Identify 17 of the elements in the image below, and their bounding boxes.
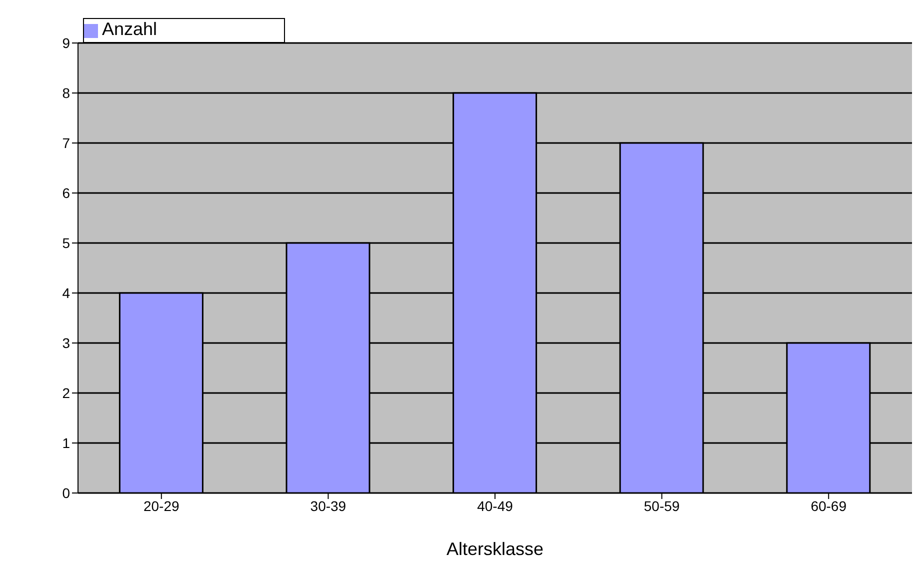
y-tick-label: 6 bbox=[62, 184, 70, 201]
y-tick-label: 2 bbox=[62, 384, 70, 401]
x-tick-label: 30-39 bbox=[310, 498, 346, 514]
x-tick-label: 60-69 bbox=[810, 498, 847, 514]
x-axis-title: Altersklasse bbox=[446, 539, 544, 559]
x-tick-label: 40-49 bbox=[477, 498, 514, 514]
y-tick-label: 3 bbox=[62, 334, 70, 351]
legend-label: Anzahl bbox=[102, 19, 158, 39]
y-tick-label: 4 bbox=[62, 284, 70, 301]
y-tick-label: 7 bbox=[62, 134, 70, 151]
y-tick-label: 8 bbox=[62, 84, 70, 101]
x-tick-label: 50-59 bbox=[644, 498, 680, 514]
y-tick-label: 1 bbox=[62, 434, 70, 451]
y-tick-label: 0 bbox=[62, 484, 70, 501]
y-tick-label: 9 bbox=[62, 34, 70, 51]
y-tick-label: 5 bbox=[62, 234, 70, 251]
x-tick-label: 20-29 bbox=[143, 498, 180, 514]
